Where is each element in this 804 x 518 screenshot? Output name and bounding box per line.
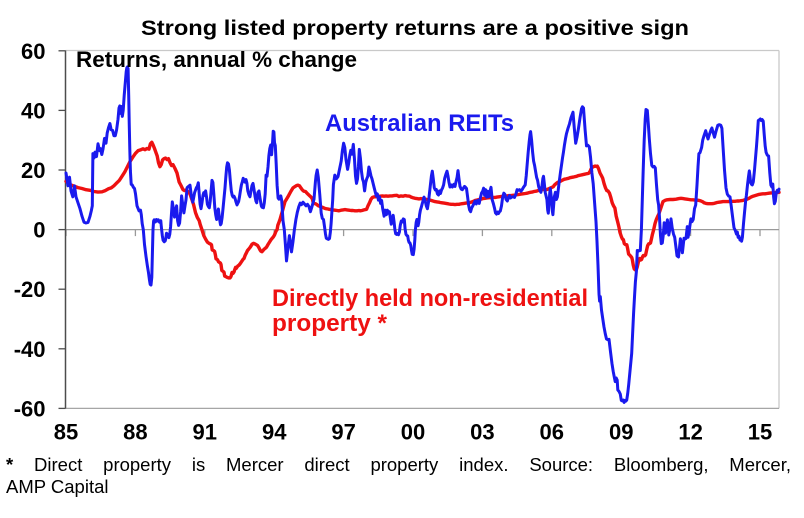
svg-text:Returns, annual % change: Returns, annual % change [76,47,357,72]
svg-text:15: 15 [748,420,772,445]
svg-text:00: 00 [401,420,425,445]
svg-text:03: 03 [470,420,494,445]
svg-text:97: 97 [331,420,355,445]
svg-text:94: 94 [262,420,287,445]
svg-text:0: 0 [33,218,45,243]
svg-text:-20: -20 [14,277,46,302]
svg-text:-60: -60 [14,396,46,421]
svg-text:88: 88 [123,420,147,445]
svg-text:20: 20 [21,158,45,183]
svg-text:-40: -40 [14,337,46,362]
svg-text:12: 12 [678,420,702,445]
svg-text:40: 40 [21,98,45,123]
svg-text:Australian REITs: Australian REITs [325,110,514,137]
svg-text:06: 06 [540,420,564,445]
svg-text:85: 85 [54,420,78,445]
svg-text:Directly held non-residential: Directly held non-residential [272,285,588,312]
svg-text:91: 91 [193,420,217,445]
svg-text:Strong listed property returns: Strong listed property returns are a pos… [141,16,689,40]
svg-text:property *: property * [272,310,388,337]
svg-text:09: 09 [609,420,633,445]
svg-text:60: 60 [21,39,45,64]
